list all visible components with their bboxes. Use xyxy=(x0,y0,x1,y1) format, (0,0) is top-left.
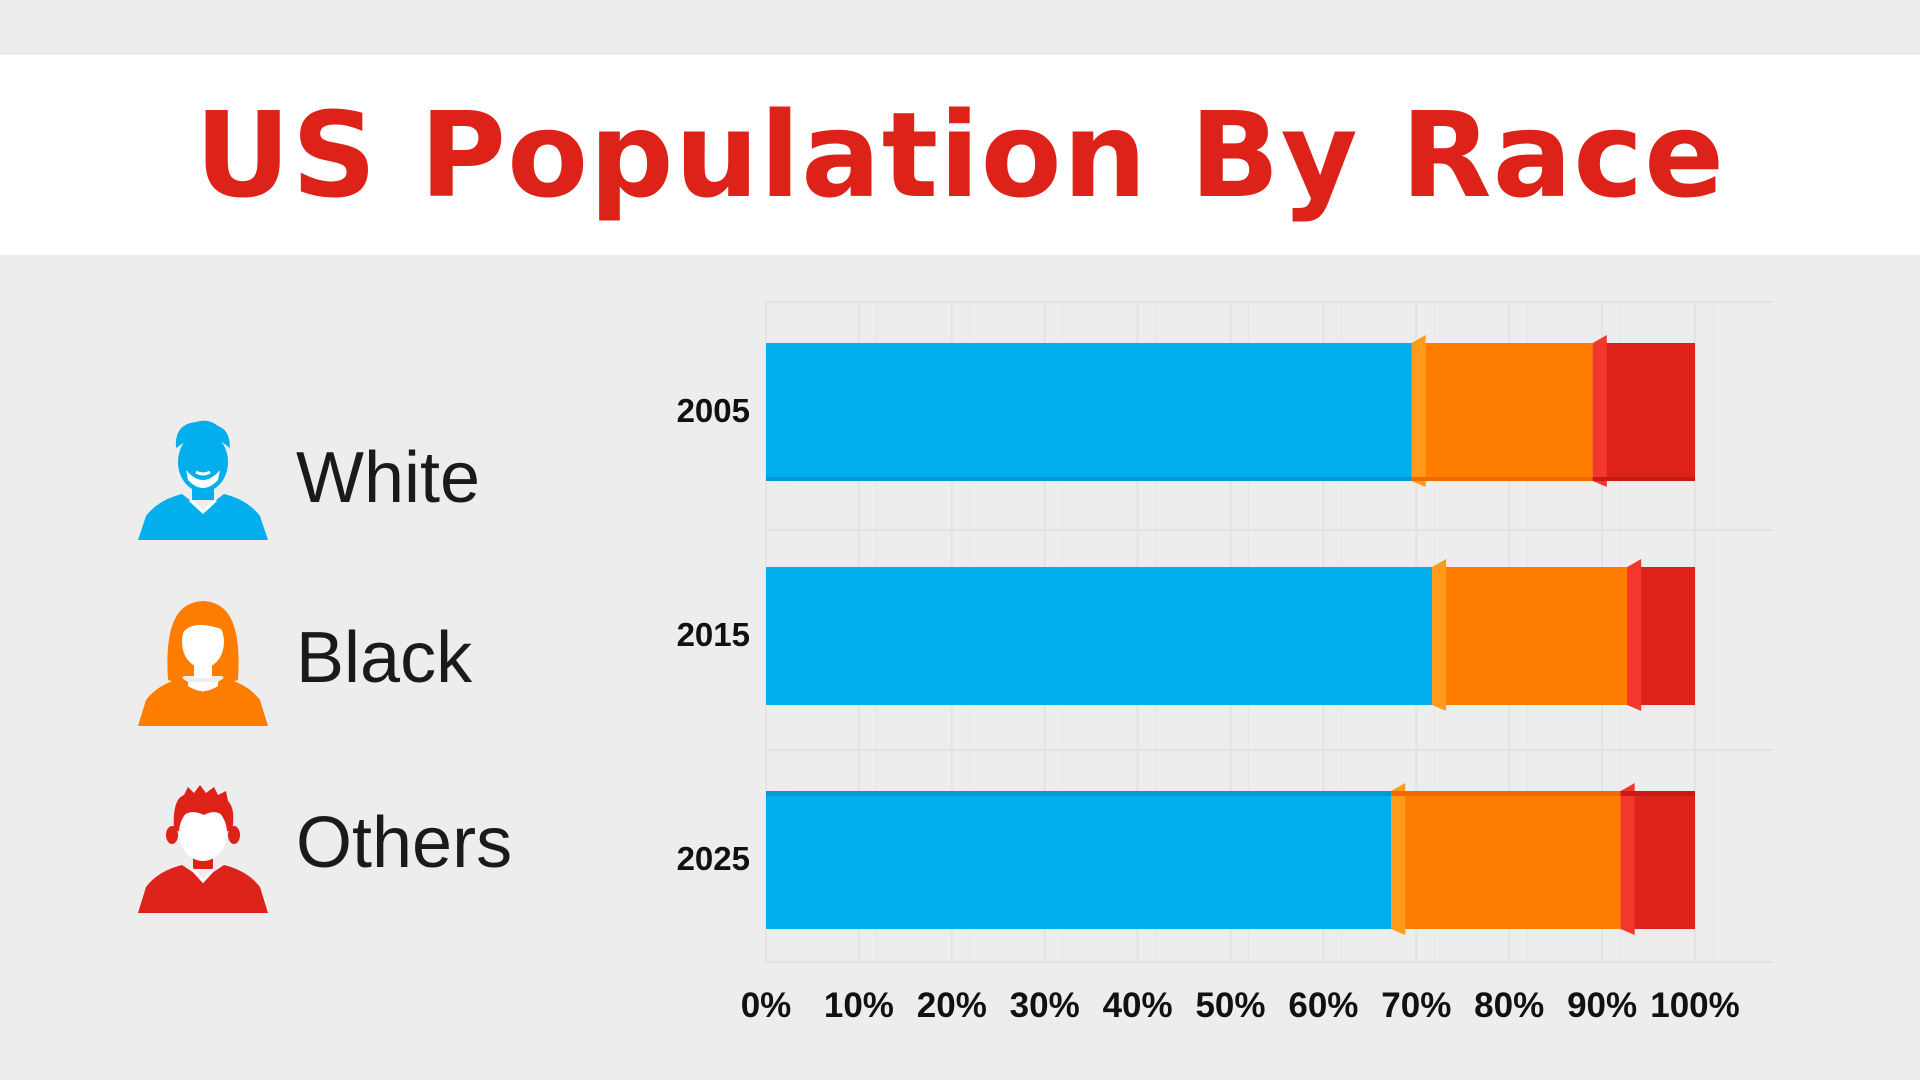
category-labels: 2005 2015 2025 xyxy=(677,392,750,877)
bar-side-face xyxy=(1592,335,1607,487)
man-spiky-hair-icon xyxy=(138,785,268,913)
man-beard-icon xyxy=(138,420,268,540)
x-tick-label: 10% xyxy=(824,986,894,1025)
bar-side-face xyxy=(1432,559,1447,711)
page-title: US Population By Race xyxy=(194,86,1726,224)
bar-white-2015 xyxy=(766,567,1433,705)
bar-black-2025 xyxy=(1391,791,1621,929)
bar-others-2005 xyxy=(1592,343,1695,481)
bar-side-face xyxy=(1620,783,1635,935)
bar-bevel-edge xyxy=(766,791,1392,796)
legend-item-black: Black xyxy=(138,600,638,730)
legend-item-white: White xyxy=(138,420,638,550)
woman-icon xyxy=(138,601,268,726)
x-tick-label: 60% xyxy=(1288,986,1358,1025)
legend-item-others: Others xyxy=(138,785,638,915)
title-band: US Population By Race xyxy=(0,55,1920,255)
bar-white-2005 xyxy=(766,343,1412,481)
x-tick-label: 40% xyxy=(1103,986,1173,1025)
bar-side-face xyxy=(1627,559,1642,711)
chart-bars xyxy=(766,335,1695,935)
x-tick-label: 100% xyxy=(1650,986,1740,1025)
bar-side-face xyxy=(1411,335,1426,487)
bar-bevel-edge xyxy=(766,477,1412,481)
x-tick-label: 0% xyxy=(741,986,792,1025)
x-tick-label: 20% xyxy=(917,986,987,1025)
x-tick-label: 90% xyxy=(1567,986,1637,1025)
category-label-2025: 2025 xyxy=(677,840,750,877)
bar-white-2025 xyxy=(766,791,1392,929)
legend-label-white: White xyxy=(296,438,481,518)
bar-side-face xyxy=(1391,783,1406,935)
bar-black-2005 xyxy=(1411,343,1593,481)
x-tick-label: 70% xyxy=(1381,986,1451,1025)
bar-bevel-edge xyxy=(1592,477,1695,481)
bar-bevel-edge xyxy=(1391,791,1621,796)
x-axis-ticks: 0% 10% 20% 30% 40% 50% 60% 70% 80% 90% 100% xyxy=(741,986,1740,1025)
legend-label-others: Others xyxy=(296,803,513,883)
legend-label-black: Black xyxy=(296,618,473,698)
category-label-2015: 2015 xyxy=(677,616,750,653)
x-tick-label: 30% xyxy=(1010,986,1080,1025)
x-tick-label: 50% xyxy=(1195,986,1265,1025)
category-label-2005: 2005 xyxy=(677,392,750,429)
bar-bevel-edge xyxy=(1411,477,1593,481)
bar-bevel-edge xyxy=(1620,791,1695,796)
bar-black-2015 xyxy=(1432,567,1628,705)
legend: White Black Others xyxy=(138,420,638,920)
x-tick-label: 80% xyxy=(1474,986,1544,1025)
